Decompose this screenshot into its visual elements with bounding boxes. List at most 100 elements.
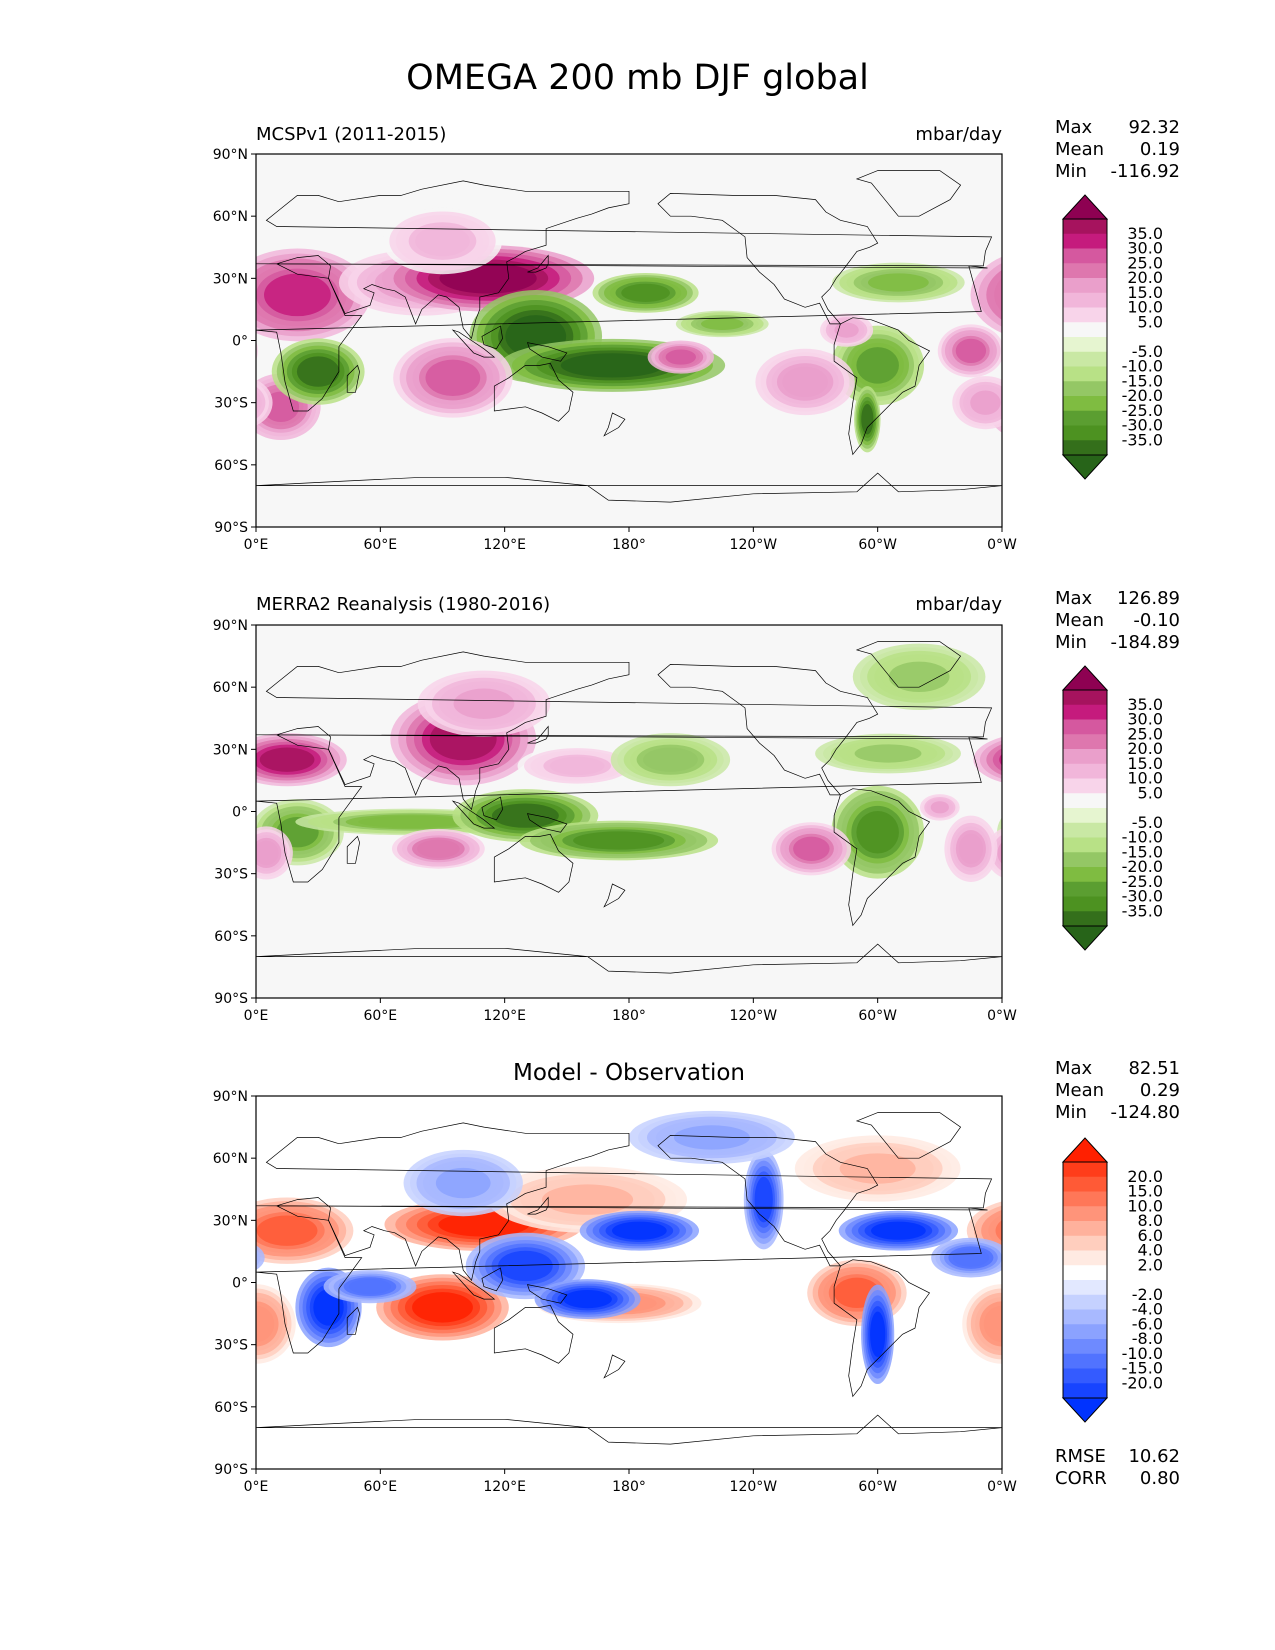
colorbar-swatch [1063,1280,1107,1296]
field-contour [256,390,262,415]
field-contour [491,803,559,828]
colorbar-tick-label: -8.0 [1132,1329,1163,1348]
colorbar-swatch [1063,837,1107,853]
field-contour [1004,388,1049,426]
colorbar-tick-label: 30.0 [1127,239,1163,258]
x-tick-label: 180° [612,1008,646,1024]
y-tick-label: 60°N [213,209,248,225]
coastline [855,1112,962,1159]
coastline [526,1284,568,1304]
field-contour [256,341,259,361]
y-tick-label: 90°S [214,1462,248,1478]
colorbar-tick-label: 5.0 [1138,783,1163,802]
colorbar-tick-label: -15.0 [1122,1359,1163,1378]
coastline [657,664,879,796]
colorbar-swatch [1063,1339,1107,1355]
coastline [451,329,496,358]
field-contour [425,359,481,397]
colorbar-swatch [1063,1250,1107,1266]
field-contour [256,1245,265,1271]
colorbar-swatch [1063,292,1107,308]
field-contour [1022,817,1065,847]
field-contour [986,269,1002,320]
field-contour [992,748,1002,772]
panel1-left-title: MCSPv1 (2011-2015) [256,124,447,145]
colorbar-max-extend [1061,665,1109,691]
colorbar-swatch [1063,440,1107,456]
coastline [256,943,1002,974]
x-tick-label: 0°W [987,537,1017,553]
colorbar-swatch [1063,911,1107,927]
panel1-stats: Max 92.32 Mean 0.19 Min -116.92 [1055,117,1180,183]
panel2-units: mbar/day [915,594,1002,615]
y-tick-label: 60°S [214,458,248,474]
colorbar: 20.015.010.08.06.04.02.0 -2.0-4.0-6.0-8.0… [1061,1137,1163,1423]
y-tick-label: 90°N [213,147,248,163]
field-contour [612,1221,667,1240]
colorbar-tick-label: -4.0 [1132,1300,1163,1319]
colorbar-tick-label: -20.0 [1122,1373,1163,1392]
x-tick-label: 180° [612,537,646,553]
colorbar-swatch [1063,867,1107,883]
colorbar-tick-label: 6.0 [1138,1226,1163,1245]
y-tick-label: 90°N [213,618,248,634]
field-contour [643,747,698,772]
field-contour [453,688,515,719]
y-tick-label: 60°S [214,929,248,945]
coastline [256,1414,1002,1445]
colorbar-swatch [1063,366,1107,382]
colorbar-swatch [1063,749,1107,765]
field-contour [1000,398,1002,416]
colorbar-swatch [1063,690,1107,706]
field-contour [621,283,670,302]
coastline [526,342,568,362]
colorbar-tick-label: -6.0 [1132,1314,1163,1333]
field-contour [256,1256,257,1259]
colorbar-swatch [1063,1309,1107,1325]
colorbar-tick-label: -25.0 [1122,872,1163,891]
x-tick-label: 60°E [363,537,397,553]
field-contour [782,366,828,398]
field-contour [995,1220,1002,1242]
colorbar-swatch [1063,734,1107,750]
field-contour [970,390,1001,415]
field-contour [563,1289,612,1309]
field-contour [983,1305,1002,1343]
colorbar-swatch [1063,1368,1107,1384]
field-layer [198,1110,1002,1385]
field-contour [1009,392,1045,422]
colorbar-tick-label: -5.0 [1132,342,1163,361]
panel2-stats: Max 126.89 Mean -0.10 Min -184.89 [1055,588,1180,654]
coastline [346,364,360,393]
coastline [855,641,962,688]
colorbar-tick-label: -2.0 [1132,1285,1163,1304]
panel3-stat-mean: Mean 0.29 [1055,1080,1180,1101]
colorbar-tick-label: 35.0 [1127,224,1163,243]
coastline [481,796,503,821]
field-contour [549,756,605,776]
colorbar-tick-label: -10.0 [1122,828,1163,847]
y-tick-label: 90°S [214,991,248,1007]
colorbar-tick-label: 15.0 [1127,754,1163,773]
colorbar-min-extend [1061,454,1109,480]
coastline [256,180,993,340]
colorbar-tick-label: -5.0 [1132,813,1163,832]
field-contour [198,1244,252,1271]
colorbar-swatch [1063,1162,1107,1178]
field-contour [665,349,697,365]
coastlines [256,170,1002,503]
colorbar: 35.030.025.020.015.010.05.0 -5.0-10.0-15.… [1061,194,1163,480]
colorbar-tick-label: 10.0 [1127,298,1163,317]
x-tick-label: 120°E [483,537,526,553]
y-tick-label: 90°N [213,1089,248,1105]
panel1-stat-min: Min -116.92 [1055,161,1180,182]
panel3-skill-stats: RMSE 10.62 CORR 0.80 [1055,1446,1180,1490]
panel-1: 0°E 60°E 120°E 180° 120°W 60°W 0°W 90°N 60°N 30°N… [213,147,1163,553]
colorbar-swatch [1063,704,1107,720]
panel1-stat-max: Max 92.32 [1055,117,1180,138]
x-tick-label: 60°W [858,1479,897,1495]
coastline [493,1304,574,1364]
field-contour [202,1246,247,1269]
field-contour [988,1214,1002,1247]
y-tick-label: 60°N [213,680,248,696]
